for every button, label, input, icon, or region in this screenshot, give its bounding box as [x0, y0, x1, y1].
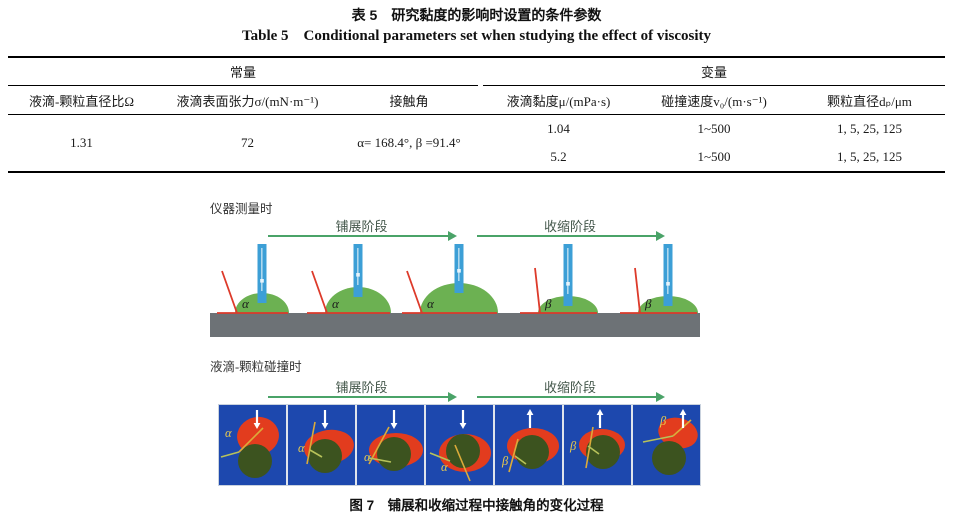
group-header-constants: 常量 [8, 57, 479, 86]
collision-panel: α [219, 405, 286, 485]
table-column-header-row: 液滴-颗粒直径比Ω 液滴表面张力σ/(mN·m⁻¹) 接触角 液滴黏度μ/(mP… [8, 85, 946, 115]
spreading-arrow-icon [268, 231, 457, 241]
collision-panel: β [495, 405, 562, 485]
collision-panel: α [288, 405, 355, 485]
cell-velocity-2: 1~500 [697, 149, 731, 164]
angle-guide-line [587, 445, 600, 455]
retraction-stage-label-2: 收缩阶段 [543, 380, 596, 395]
contact-tangent [534, 267, 541, 314]
collision-panel-strip: α α α α β β β [218, 404, 701, 486]
contact-angle-label: β [544, 296, 552, 311]
cell-particle-diameter-1: 1, 5, 25, 125 [837, 121, 903, 136]
angle-guide-line [309, 449, 323, 458]
contact-tangent [634, 267, 641, 314]
cell-particle-diameter-2: 1, 5, 25, 125 [837, 149, 903, 164]
instrument-section-label: 仪器测量时 [210, 202, 273, 216]
particle [446, 434, 480, 468]
collision-panel: β [633, 405, 700, 485]
contact-angle-label: β [501, 454, 509, 468]
table-row: 5.2 1~500 1, 5, 25, 125 [8, 143, 945, 172]
droplet-splash [658, 417, 698, 449]
spreading-arrow-icon-2 [268, 392, 457, 402]
table-row: 1.31 72 α= 168.4°, β =91.4° 1.04 1~500 1… [8, 115, 945, 150]
particle [308, 439, 342, 473]
cell-velocity-1: 1~500 [697, 121, 731, 136]
contact-angle-label: β [569, 439, 577, 453]
parameters-table: 常量 变量 液滴-颗粒直径比Ω 液滴表面张力σ/(mN·m⁻¹) 接触角 液滴黏… [8, 56, 946, 173]
col-header-diameter-ratio: 液滴-颗粒直径比Ω [8, 85, 155, 115]
contact-angle-label: β [644, 296, 652, 311]
contact-angle-label: α [225, 426, 232, 440]
col-header-viscosity: 液滴黏度μ/(mPa·s) [483, 85, 635, 115]
contact-tangent [406, 270, 423, 314]
collision-section-label: 液滴-颗粒碰撞时 [210, 360, 302, 374]
col-header-gap [478, 85, 484, 115]
angle-guide-line [508, 438, 519, 473]
col-header-surface-tension: 液滴表面张力σ/(mN·m⁻¹) [155, 85, 340, 115]
contact-angle-label: α [427, 296, 435, 311]
contact-tangent [311, 270, 328, 314]
cell-surface-tension: 72 [241, 135, 254, 150]
angle-guide-line [368, 457, 392, 463]
substrate-bar [210, 313, 700, 337]
table-group-header-row: 常量 变量 [8, 57, 946, 86]
particle [238, 444, 272, 478]
angle-guide-line [238, 427, 264, 453]
angle-guide-line [454, 444, 471, 482]
collision-panel: α [426, 405, 493, 485]
particle [586, 435, 620, 469]
particle [515, 435, 549, 469]
contact-angle-label: α [298, 441, 305, 455]
droplet-group: α [217, 244, 289, 314]
retraction-stage-label: 收缩阶段 [543, 219, 596, 234]
droplet-group: α [402, 244, 498, 314]
collision-panel: α [357, 405, 424, 485]
cell-viscosity-1: 1.04 [547, 121, 570, 136]
collision-panel: β [564, 405, 631, 485]
col-header-contact-angle: 接触角 [340, 85, 479, 115]
particle [377, 437, 411, 471]
angle-guide-line [429, 452, 451, 462]
angle-guide-line [306, 421, 316, 465]
contact-angle-label: α [242, 296, 250, 311]
retraction-arrow-icon-2 [477, 392, 665, 402]
group-header-variables: 变量 [483, 57, 946, 86]
cell-contact-angle: α= 168.4°, β =91.4° [357, 135, 461, 150]
spreading-stage-label: 铺展阶段 [335, 219, 388, 234]
col-header-impact-velocity: 碰撞速度v₀/(m·s⁻¹) [634, 85, 795, 115]
contact-angle-label: α [441, 460, 448, 474]
cell-diameter-ratio: 1.31 [70, 135, 93, 150]
contact-angle-label: β [659, 414, 667, 428]
contact-angle-label: α [332, 296, 340, 311]
table-title-en: Table 5 Conditional parameters set when … [241, 28, 711, 44]
contact-tangent [221, 270, 238, 314]
col-header-particle-diameter: 颗粒直径dₚ/μm [794, 85, 946, 115]
droplet-group: β [620, 244, 698, 314]
cell-viscosity-2: 5.2 [550, 149, 567, 164]
angle-guide-line [514, 455, 527, 465]
spreading-stage-label-2: 铺展阶段 [335, 380, 388, 395]
droplet-splash [237, 416, 279, 456]
contact-angle-label: α [364, 450, 371, 464]
droplet-group: α [307, 244, 391, 314]
droplet-group: β [520, 244, 598, 314]
retraction-arrow-icon [477, 231, 665, 241]
angle-guide-line [220, 451, 240, 458]
figure-caption: 图 7 铺展和收缩过程中接触角的变化过程 [349, 498, 604, 513]
table-title-zh: 表 5 研究黏度的影响时设置的条件参数 [351, 7, 602, 23]
particle [652, 441, 686, 475]
angle-guide-line [642, 435, 674, 443]
